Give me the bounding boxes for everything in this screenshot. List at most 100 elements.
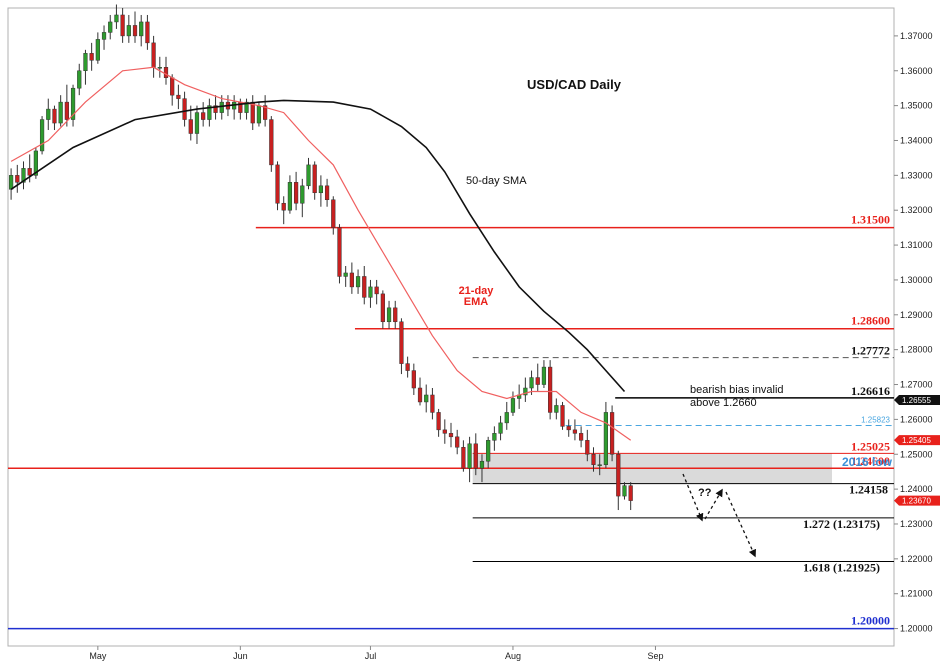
candle-bull [492, 426, 497, 451]
candle-body [455, 436, 460, 448]
candle-bull [194, 105, 200, 144]
candle-bear [331, 196, 336, 235]
candle-body [554, 405, 559, 413]
candle-body [306, 164, 311, 187]
candle-bear [399, 318, 404, 375]
candle-body [535, 377, 540, 385]
level-label: 1.24158 [849, 483, 888, 497]
candle-bear [411, 363, 416, 395]
price-tag-label: 1.23670 [902, 497, 931, 506]
candle-bull [46, 98, 51, 131]
y-tick-label: 1.22000 [900, 554, 933, 564]
candle-bear [132, 11, 138, 43]
candle-bear [293, 171, 299, 211]
candle-body [33, 150, 38, 176]
y-tick-label: 1.25000 [900, 449, 933, 459]
candle-bear [473, 433, 478, 476]
price-tag-label: 1.25405 [902, 436, 931, 445]
candle-bull [355, 269, 361, 294]
price-tag-label: 1.26555 [902, 396, 931, 405]
sma-label: 50-day SMA [466, 175, 527, 187]
candle-body [132, 25, 138, 37]
sma50-line [10, 99, 626, 393]
candle-body [504, 412, 509, 424]
candle-body [256, 105, 262, 124]
candle-body [52, 108, 57, 124]
candle-body [83, 53, 88, 72]
y-tick-label: 1.33000 [900, 170, 933, 180]
candle-body [27, 168, 32, 176]
candle-body [498, 422, 503, 434]
candle-body [411, 370, 416, 389]
candle-bear [579, 426, 584, 448]
y-tick-label: 1.21000 [900, 589, 933, 599]
candle-bull [541, 360, 547, 389]
candle-bull [318, 175, 323, 207]
candle-body [362, 276, 367, 298]
candle-body [145, 21, 150, 44]
candle-body [430, 394, 435, 413]
y-tick-label: 1.23000 [900, 519, 933, 529]
candle-bull [21, 161, 26, 190]
candle-body [58, 101, 63, 124]
candle-bull [287, 175, 293, 214]
candle-bear [201, 102, 206, 127]
candle-body [108, 21, 113, 33]
candle-body [213, 105, 218, 113]
candle-bull [386, 300, 392, 329]
candle-body [120, 14, 125, 37]
candle-bull [306, 157, 311, 190]
candle-bear [362, 265, 367, 305]
candle-bull [467, 436, 472, 483]
y-tick-label: 1.34000 [900, 135, 933, 145]
candle-body [46, 108, 51, 120]
y-tick-label: 1.28000 [900, 345, 933, 355]
candle-bear [430, 388, 435, 420]
level-label: 1.618 (1.21925) [803, 560, 880, 574]
y-tick-label: 1.30000 [900, 275, 933, 285]
y-tick-label: 1.35000 [900, 101, 933, 111]
candle-body [591, 454, 596, 465]
candle-body [89, 53, 94, 61]
candle-body [529, 377, 534, 389]
candle-bull [58, 95, 63, 127]
bias-note-line1: bearish bias invalid [690, 384, 784, 396]
candle-body [201, 112, 206, 120]
candle-bull [108, 14, 113, 40]
candle-bull [39, 116, 45, 155]
candle-body [126, 25, 131, 37]
candle-body [39, 119, 45, 152]
y-tick-label: 1.36000 [900, 66, 933, 76]
x-tick-label: Jul [365, 651, 377, 661]
candle-bull [95, 32, 100, 64]
price-tag [894, 495, 940, 506]
candle-bull [207, 98, 212, 127]
candle-body [609, 412, 615, 455]
candle-body [269, 119, 274, 166]
candle-bull [479, 454, 485, 483]
candle-body [448, 433, 454, 438]
candle-bull [603, 401, 609, 469]
candle-bull [523, 377, 528, 402]
x-tick-label: Aug [505, 651, 521, 661]
candle-body [492, 433, 497, 441]
candle-body [170, 77, 175, 96]
y-tick-label: 1.24000 [900, 484, 933, 494]
candle-body [8, 175, 14, 190]
candle-body [244, 101, 249, 113]
candle-bear [176, 84, 181, 110]
candle-bull [70, 84, 76, 127]
candle-bull [504, 401, 509, 430]
candle-bear [417, 377, 423, 406]
y-tick-label: 1.29000 [900, 310, 933, 320]
projection-arrow [682, 473, 704, 522]
candle-body [275, 164, 280, 204]
candle-bull [300, 178, 305, 218]
candle-body [95, 39, 100, 61]
candle-bear [120, 8, 125, 43]
candle-body [15, 175, 20, 183]
candle-bear [163, 56, 169, 85]
candle-body [628, 485, 633, 501]
candle-body [368, 286, 373, 298]
candle-bull [219, 95, 224, 120]
